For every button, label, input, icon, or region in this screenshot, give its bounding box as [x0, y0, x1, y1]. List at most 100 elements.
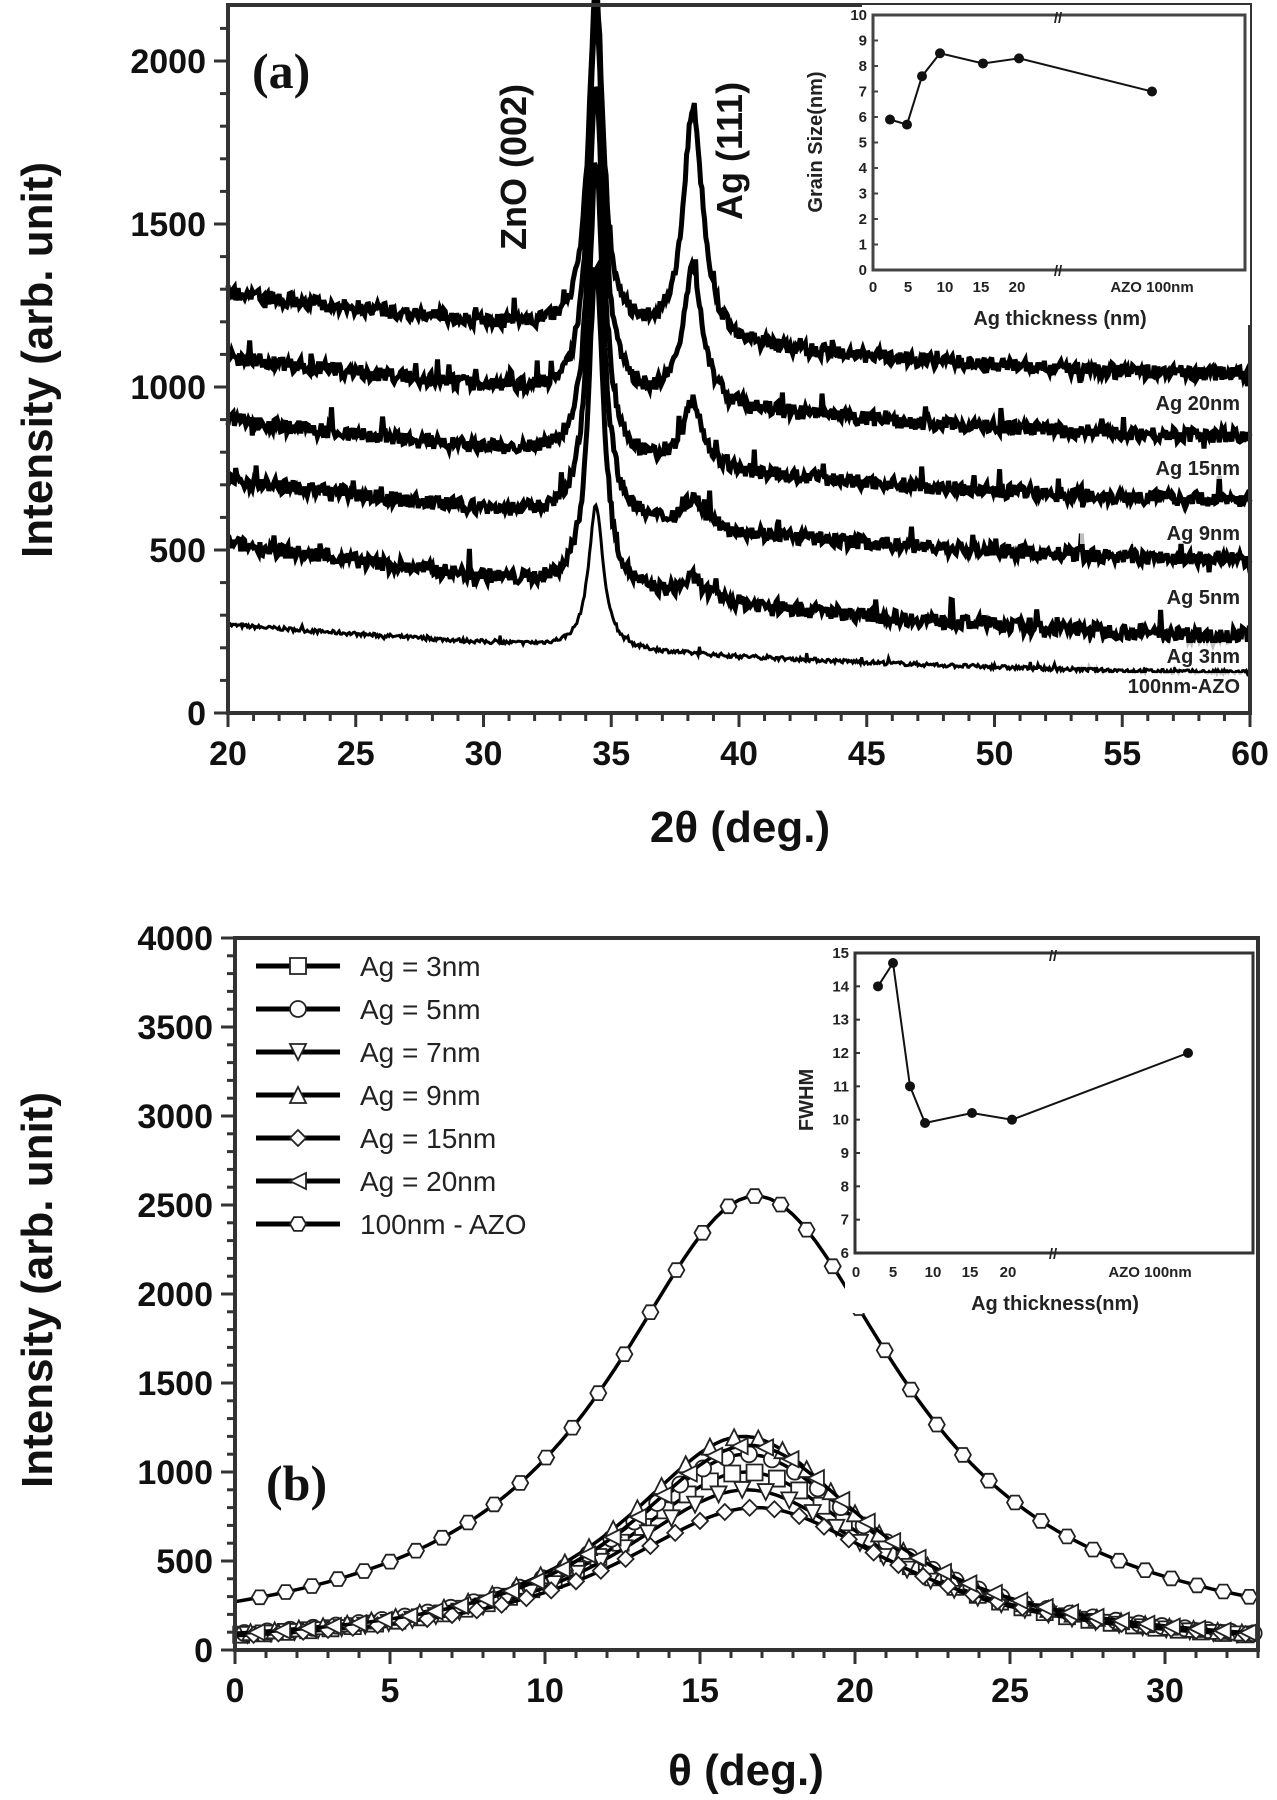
ag-111-peak-label: Ag (111)	[709, 82, 750, 220]
inset-b-data-point	[920, 1118, 930, 1128]
inset-b-x-tick-label: 0	[852, 1264, 860, 1281]
inset-a-y-tick-label: 5	[859, 135, 867, 152]
inset-a-data-point	[917, 71, 927, 82]
legend-item: Ag = 7nm	[256, 1037, 481, 1068]
curve-label: Ag 20nm	[1156, 393, 1240, 415]
xrd-curve-100nm-azo	[227, 502, 1252, 678]
inset-b-x-tick-label: 15	[962, 1264, 979, 1281]
inset-b-y-tick-label: 14	[832, 978, 849, 995]
inset-a-y-tick-label: 6	[859, 109, 867, 126]
inset-b-data-point	[1007, 1114, 1017, 1125]
inset-a-y-tick-label: 2	[859, 211, 867, 228]
inset-b-data-point	[967, 1108, 977, 1118]
inset-a-data-point	[935, 48, 945, 59]
inset-a-x-axis-title: Ag thickness (nm)	[973, 308, 1146, 330]
inset-a-x-tick-label: 15	[973, 279, 990, 296]
xrd-curve-ag-3nm	[226, 258, 1252, 652]
panel-b-y-axis-title: Intensity (arb. unit)	[13, 1092, 62, 1488]
inset-a-y-axis-title: Grain Size(nm)	[805, 71, 827, 212]
panel-b-x-tick-label: 5	[381, 1672, 400, 1710]
inset-b-y-tick-label: 10	[832, 1112, 849, 1129]
curve-label: Ag 9nm	[1167, 523, 1240, 545]
xrd-curve-ag-9nm	[225, 86, 1253, 515]
inset-a-data-point	[1147, 86, 1157, 97]
inset-a-x-tick-label: 20	[1009, 279, 1026, 296]
inset-a-y-tick-label: 1	[859, 237, 867, 254]
legend-label: Ag = 7nm	[360, 1037, 481, 1068]
inset-a-data-point	[1014, 53, 1024, 64]
panel-a-x-tick-label: 20	[209, 735, 247, 773]
xrd-curve-ag-20nm	[225, 0, 1252, 389]
inset-b-x-tick-label: 20	[1000, 1264, 1017, 1281]
legend-item: 100nm - AZO	[256, 1209, 527, 1240]
panel-a-y-tick-label: 1500	[130, 206, 206, 244]
inset-a-y-tick-label: 3	[859, 186, 867, 203]
inset-b-y-tick-label: 8	[841, 1178, 849, 1195]
panel-b-x-tick-label: 0	[226, 1672, 245, 1710]
inset-b-y-axis-title: FWHM	[796, 1069, 818, 1131]
panel-a-y-axis-title: Intensity (arb. unit)	[13, 162, 62, 558]
panel-b-x-tick-label: 20	[836, 1672, 874, 1710]
inset-a-plot: 0 1 2 3 4 5 6 7 8 9 10 0 5 10 15 20 AZO 100nm // //	[850, 7, 1193, 296]
legend-label: 100nm - AZO	[360, 1209, 527, 1240]
panel-b-curves	[232, 1188, 1263, 1645]
legend-label: Ag = 9nm	[360, 1080, 481, 1111]
curve-label: Ag 3nm	[1167, 646, 1240, 668]
panel-a-curve-labels: 100nm-AZO Ag 3nm Ag 5nm Ag 9nm Ag 15nm Ag 20n…	[1080, 390, 1244, 698]
panel-b-y-tick-label: 500	[156, 1543, 213, 1581]
panel-b-y-tick-label: 1500	[137, 1365, 213, 1403]
svg-text://: //	[1049, 1246, 1058, 1263]
panel-b-x-axis-title: θ (deg.)	[668, 1746, 824, 1795]
panel-a-y-tick-label: 0	[187, 695, 206, 733]
panel-b-rocking-curve: 0 5 10 15 20 25 30 0 500 1000 1500 2000 2500 3000 3500…	[13, 920, 1263, 1795]
panel-b-y-tick-label: 2500	[137, 1187, 213, 1225]
legend-item: Ag = 20nm	[256, 1166, 496, 1197]
inset-b-y-tick-label: 7	[841, 1212, 849, 1229]
inset-a-y-tick-label: 9	[859, 33, 867, 50]
panel-b-y-tick-label: 4000	[137, 920, 213, 958]
panel-a-x-tick-label: 55	[1103, 735, 1141, 773]
panel-b-x-tick-label: 10	[526, 1672, 564, 1710]
inset-b-y-tick-label: 12	[832, 1045, 849, 1062]
inset-b-y-tick-label: 11	[833, 1078, 849, 1095]
curve-label: Ag 15nm	[1156, 458, 1240, 480]
panel-b-axis-ticks: 0 5 10 15 20 25 30 0 500 1000 1500 2000 2500 3000 3500…	[137, 920, 1260, 1710]
panel-a-x-tick-label: 25	[337, 735, 375, 773]
panel-a-x-axis-title: 2θ (deg.)	[650, 803, 830, 852]
inset-b-plot: 6 7 8 9 10 11 12 13 14 15 0 5 10 15 20 AZO 100nm // //	[832, 945, 1193, 1281]
panel-b-y-tick-label: 2000	[137, 1276, 213, 1314]
panel-b-y-tick-label: 1000	[137, 1454, 213, 1492]
inset-b-y-tick-label: 9	[841, 1145, 849, 1162]
panel-a-y-tick-label: 1000	[130, 369, 206, 407]
panel-b-x-tick-label: 25	[991, 1672, 1029, 1710]
panel-a-curves	[225, 0, 1253, 678]
legend-item: Ag = 5nm	[256, 994, 481, 1025]
curve-label: Ag 5nm	[1167, 587, 1240, 609]
inset-a-data-point	[885, 114, 895, 125]
rocking-curve-100nm-azo	[234, 1188, 1259, 1606]
inset-b-data-point	[1183, 1048, 1193, 1058]
inset-a-x-tick-label: 0	[869, 279, 877, 296]
panel-b-legend: Ag = 3nm Ag = 5nm Ag = 7nm Ag = 9nm Ag = 15n…	[256, 951, 527, 1240]
curve-label: 100nm-AZO	[1128, 676, 1240, 698]
inset-b-x-tick-label: 10	[925, 1264, 942, 1281]
legend-item: Ag = 9nm	[256, 1080, 481, 1111]
panel-a-x-tick-label: 40	[720, 735, 758, 773]
legend-label: Ag = 15nm	[360, 1123, 496, 1154]
inset-b-x-axis-title: Ag thickness(nm)	[971, 1293, 1139, 1315]
inset-a-x-tick-label: 5	[904, 279, 912, 296]
legend-label: Ag = 20nm	[360, 1166, 496, 1197]
panel-b-x-tick-label: 15	[681, 1672, 719, 1710]
legend-label: Ag = 5nm	[360, 994, 481, 1025]
legend-item: Ag = 15nm	[256, 1123, 496, 1154]
inset-b-frame	[853, 951, 1255, 1255]
inset-b-x-tick-label: AZO 100nm	[1108, 1264, 1191, 1281]
rocking-curve-ag-20nm	[234, 1436, 1259, 1643]
panel-b-y-tick-label: 3000	[137, 1098, 213, 1136]
panel-a-x-tick-label: 45	[848, 735, 886, 773]
inset-a-x-tick-label: 10	[937, 279, 954, 296]
inset-a-data-point	[978, 58, 988, 69]
panel-b-y-tick-label: 0	[194, 1632, 213, 1670]
